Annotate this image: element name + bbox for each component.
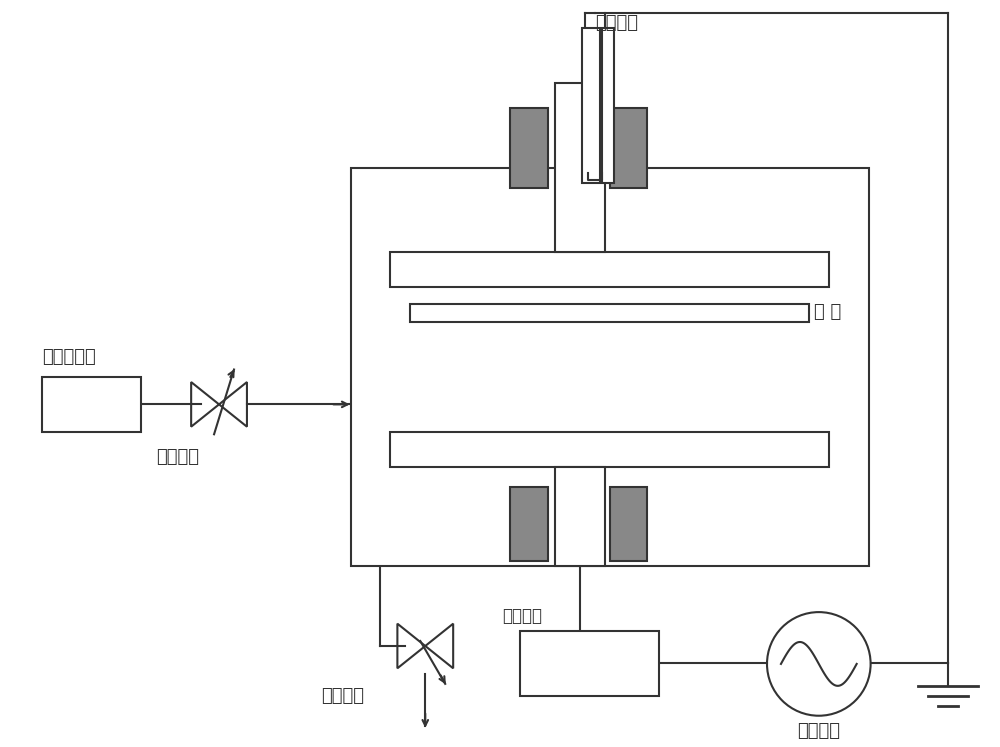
FancyBboxPatch shape (351, 168, 869, 566)
Text: 质量流量计: 质量流量计 (42, 348, 95, 366)
FancyBboxPatch shape (555, 467, 605, 566)
FancyBboxPatch shape (602, 28, 614, 183)
Text: 激励电源: 激励电源 (797, 722, 840, 740)
FancyBboxPatch shape (582, 28, 600, 183)
Text: 进气系统: 进气系统 (156, 447, 199, 465)
FancyBboxPatch shape (390, 252, 829, 288)
FancyBboxPatch shape (520, 631, 659, 695)
FancyBboxPatch shape (410, 304, 809, 322)
FancyBboxPatch shape (610, 108, 647, 187)
Text: 加热系统: 加热系统 (595, 14, 638, 32)
FancyBboxPatch shape (390, 432, 829, 467)
FancyBboxPatch shape (610, 486, 647, 561)
FancyBboxPatch shape (42, 377, 141, 432)
FancyBboxPatch shape (510, 108, 548, 187)
FancyBboxPatch shape (555, 83, 605, 252)
Text: 匹配网络: 匹配网络 (502, 607, 542, 625)
Text: 排气系统: 排气系统 (321, 686, 364, 704)
Text: 衬 底: 衬 底 (814, 303, 841, 321)
FancyBboxPatch shape (510, 486, 548, 561)
